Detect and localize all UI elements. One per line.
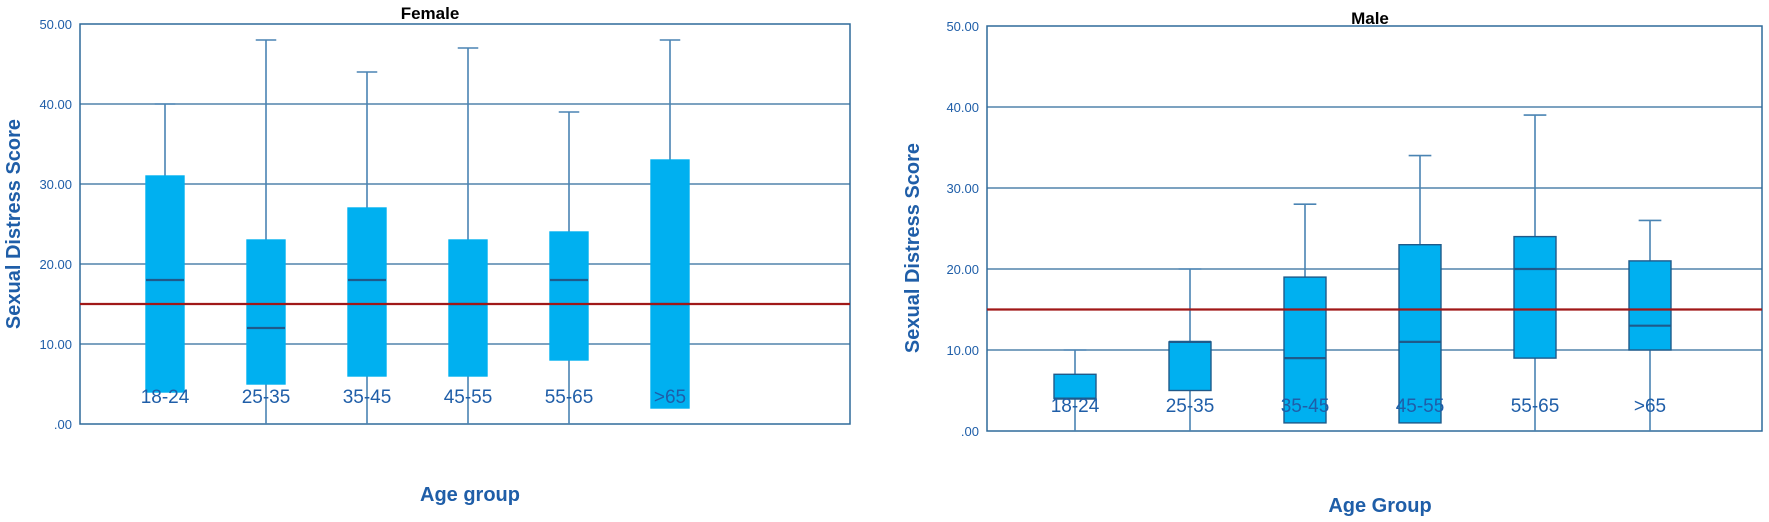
male-plot-area bbox=[986, 25, 1763, 432]
x-tick-label: 18-24 bbox=[141, 387, 190, 408]
box-body bbox=[347, 207, 387, 377]
box-45-55 bbox=[1398, 154, 1442, 424]
box-25-35 bbox=[1168, 268, 1212, 431]
box->65 bbox=[650, 39, 690, 409]
male-y-ticks: .00 10.00 20.00 30.00 40.00 50.00 bbox=[946, 19, 979, 439]
x-tick-label: 55-65 bbox=[1511, 396, 1560, 417]
x-tick-label: 25-35 bbox=[242, 387, 291, 408]
box-35-45 bbox=[347, 71, 387, 424]
box-45-55 bbox=[448, 47, 488, 424]
y-tick-label: 30.00 bbox=[946, 181, 979, 196]
y-tick-label: 50.00 bbox=[39, 17, 72, 32]
female-x-ticks: 18-24 25-35 35-45 45-55 55-65 >65 bbox=[141, 387, 686, 408]
male-panel: .00 10.00 20.00 30.00 40.00 50.00 18-24 25-35 3… bbox=[902, 9, 1763, 517]
box-body bbox=[1628, 260, 1672, 351]
box-55-65 bbox=[549, 111, 589, 424]
y-tick-label: 20.00 bbox=[946, 262, 979, 277]
box-body bbox=[1283, 276, 1327, 424]
box-body bbox=[1053, 373, 1097, 400]
box-body bbox=[1398, 243, 1442, 424]
female-y-axis-label: Sexual Distress Score bbox=[3, 119, 25, 329]
box-55-65 bbox=[1513, 114, 1557, 431]
box-18-24 bbox=[1053, 349, 1097, 431]
female-x-axis-label: Age group bbox=[420, 484, 520, 506]
x-tick-label: 35-45 bbox=[1281, 396, 1330, 417]
y-tick-label: 20.00 bbox=[39, 257, 72, 272]
box-body bbox=[650, 159, 690, 409]
box-body bbox=[549, 231, 589, 361]
male-boxes bbox=[1053, 114, 1672, 431]
x-tick-label: 18-24 bbox=[1051, 396, 1100, 417]
box-25-35 bbox=[246, 39, 286, 424]
x-tick-label: 45-55 bbox=[1396, 396, 1445, 417]
y-tick-label: .00 bbox=[54, 417, 72, 432]
y-tick-label: 10.00 bbox=[946, 343, 979, 358]
box->65 bbox=[1628, 219, 1672, 431]
y-tick-label: 40.00 bbox=[39, 97, 72, 112]
box-body bbox=[145, 175, 185, 393]
x-tick-label: 55-65 bbox=[545, 387, 594, 408]
female-y-ticks: .00 10.00 20.00 30.00 40.00 50.00 bbox=[39, 17, 72, 432]
y-tick-label: 40.00 bbox=[946, 100, 979, 115]
x-tick-label: >65 bbox=[1634, 396, 1666, 417]
x-tick-label: 25-35 bbox=[1166, 396, 1215, 417]
box-35-45 bbox=[1283, 203, 1327, 424]
x-tick-label: >65 bbox=[654, 387, 686, 408]
female-chart-title: Female bbox=[401, 4, 460, 23]
box-body bbox=[246, 239, 286, 385]
box-body bbox=[1168, 341, 1212, 392]
x-tick-label: 35-45 bbox=[343, 387, 392, 408]
y-tick-label: .00 bbox=[961, 424, 979, 439]
box-body bbox=[1513, 235, 1557, 359]
male-chart-title: Male bbox=[1351, 9, 1389, 28]
y-tick-label: 30.00 bbox=[39, 177, 72, 192]
female-boxes bbox=[145, 39, 690, 424]
male-y-axis-label: Sexual Distress Score bbox=[902, 143, 924, 353]
male-x-axis-label: Age Group bbox=[1328, 495, 1431, 517]
y-tick-label: 10.00 bbox=[39, 337, 72, 352]
box-18-24 bbox=[145, 103, 185, 393]
y-tick-label: 50.00 bbox=[946, 19, 979, 34]
male-x-ticks: 18-24 25-35 35-45 45-55 55-65 >65 bbox=[1051, 396, 1666, 417]
box-body bbox=[448, 239, 488, 377]
x-tick-label: 45-55 bbox=[444, 387, 493, 408]
female-panel: .00 10.00 20.00 30.00 40.00 50.00 18-24 25-35 3… bbox=[3, 4, 851, 506]
